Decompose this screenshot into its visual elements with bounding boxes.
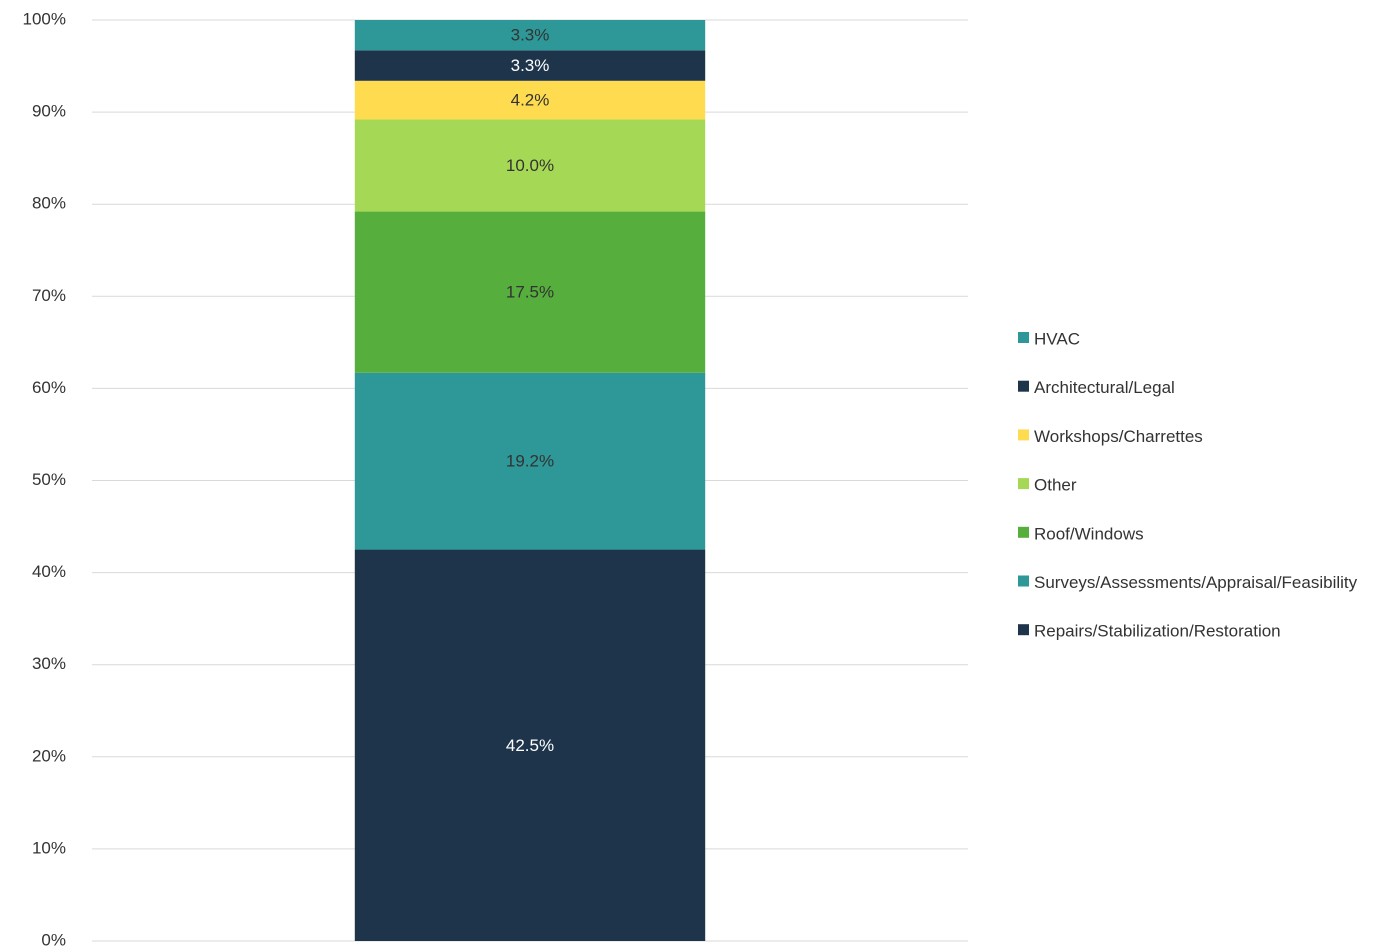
- bar-segment: [354, 20, 706, 51]
- legend-label: Other: [1034, 476, 1077, 495]
- legend-label: Surveys/Assessments/Appraisal/Feasibilit…: [1034, 573, 1358, 592]
- legend-label: Repairs/Stabilization/Restoration: [1034, 622, 1281, 641]
- y-tick-label: 90%: [32, 102, 66, 121]
- y-tick-label: 30%: [32, 654, 66, 673]
- data-label: 19.2%: [506, 452, 554, 471]
- y-tick-label: 20%: [32, 746, 66, 765]
- data-label: 3.3%: [511, 56, 550, 75]
- data-label: 10.0%: [506, 156, 554, 175]
- data-label: 4.2%: [511, 91, 550, 110]
- legend-label: Workshops/Charrettes: [1034, 427, 1203, 446]
- bar-segment: [354, 211, 706, 373]
- bar-segment: [354, 372, 706, 550]
- y-tick-label: 50%: [32, 470, 66, 489]
- data-label: 3.3%: [511, 26, 550, 45]
- legend-label: Architectural/Legal: [1034, 378, 1175, 397]
- bar-segment: [354, 50, 706, 81]
- y-tick-label: 80%: [32, 194, 66, 213]
- legend-swatch: [1018, 575, 1029, 587]
- bar-segment: [354, 80, 706, 120]
- legend-label: Roof/Windows: [1034, 524, 1144, 543]
- bar-segment: [354, 549, 706, 941]
- y-tick-label: 100%: [23, 9, 66, 28]
- data-label: 42.5%: [506, 736, 554, 755]
- legend-swatch: [1018, 526, 1029, 538]
- y-tick-label: 60%: [32, 378, 66, 397]
- legend-swatch: [1018, 624, 1029, 636]
- y-tick-label: 70%: [32, 286, 66, 305]
- legend-swatch: [1018, 380, 1029, 392]
- legend-swatch: [1018, 429, 1029, 441]
- y-tick-label: 0%: [41, 930, 66, 949]
- bar-segment: [354, 119, 706, 212]
- legend-swatch: [1018, 332, 1029, 343]
- legend-swatch: [1018, 478, 1029, 490]
- data-label: 17.5%: [506, 283, 554, 302]
- legend-label: HVAC: [1034, 329, 1080, 348]
- y-tick-label: 40%: [32, 562, 66, 581]
- y-tick-label: 10%: [32, 838, 66, 857]
